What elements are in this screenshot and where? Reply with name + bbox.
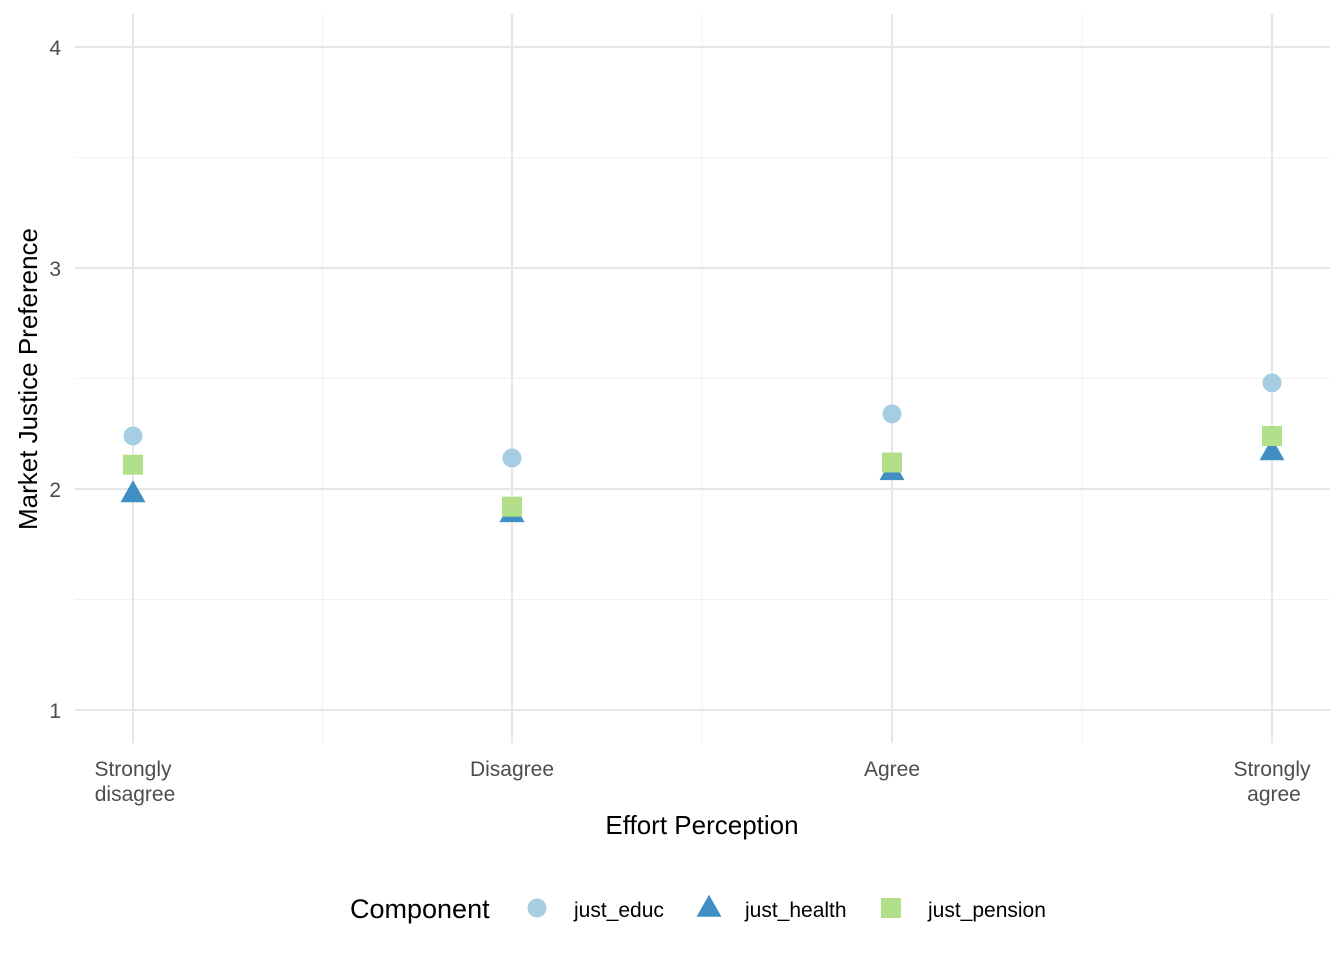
y-axis-title: Market Justice Preference [13, 228, 43, 530]
y-tick-label: 4 [49, 37, 61, 60]
y-tick-label: 2 [49, 479, 61, 502]
square-point [502, 496, 522, 517]
x-tick-label-line: Strongly [94, 758, 172, 781]
square-point [882, 452, 902, 473]
legend-square-key [881, 898, 901, 918]
legend-label: just_health [744, 899, 847, 922]
y-tick-label: 1 [49, 700, 61, 723]
x-tick-label-line: disagree [95, 783, 176, 806]
series-just_pension [123, 425, 1282, 517]
legend-label: just_pension [927, 899, 1046, 922]
legend-label: just_educ [573, 899, 664, 922]
circle-point [882, 404, 902, 424]
x-tick-label: Agree [864, 758, 920, 781]
series-just_educ [123, 373, 1282, 468]
data-points [120, 373, 1285, 523]
grid-lines [75, 14, 1330, 743]
triangle-point [120, 480, 146, 503]
circle-point [1262, 373, 1282, 393]
x-tick-label-line: Strongly [1233, 758, 1311, 781]
y-tick-label: 3 [49, 258, 61, 281]
circle-point [123, 426, 143, 446]
circle-point [502, 448, 522, 468]
triangle-point [1259, 438, 1285, 461]
x-tick-label-line: Agree [864, 758, 920, 781]
square-point [123, 454, 143, 475]
x-axis-title: Effort Perception [605, 810, 798, 840]
x-tick-label: Strongly agree [1233, 758, 1311, 806]
legend-title: Component [350, 894, 490, 924]
x-tick-label-line: Disagree [470, 758, 554, 781]
x-tick-label: Disagree [470, 758, 554, 781]
legend-circle-key [527, 898, 547, 918]
legend: Component just_educ just_health just_pensi… [350, 894, 1046, 924]
x-tick-label-line: agree [1247, 783, 1301, 806]
square-point [1262, 425, 1282, 446]
y-tick-labels: 1 2 3 4 [49, 37, 61, 723]
legend-triangle-key [696, 894, 722, 917]
x-tick-label: Strongly disagree [94, 758, 175, 806]
